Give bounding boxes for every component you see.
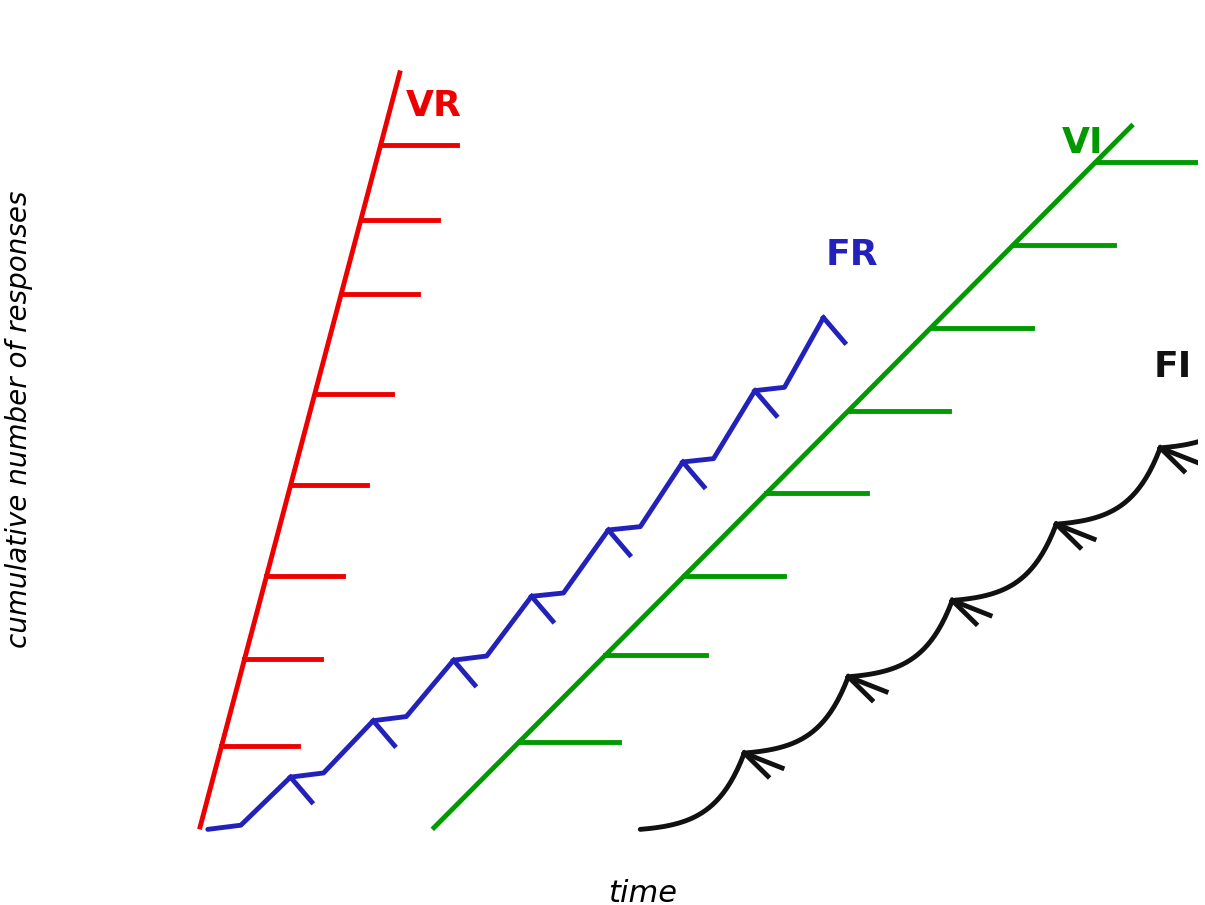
- Text: FI: FI: [1153, 350, 1192, 385]
- Text: time: time: [609, 879, 677, 905]
- Text: FR: FR: [825, 238, 878, 272]
- Text: VR: VR: [406, 89, 463, 123]
- Text: VI: VI: [1062, 127, 1104, 160]
- Text: cumulative number of responses: cumulative number of responses: [5, 190, 33, 648]
